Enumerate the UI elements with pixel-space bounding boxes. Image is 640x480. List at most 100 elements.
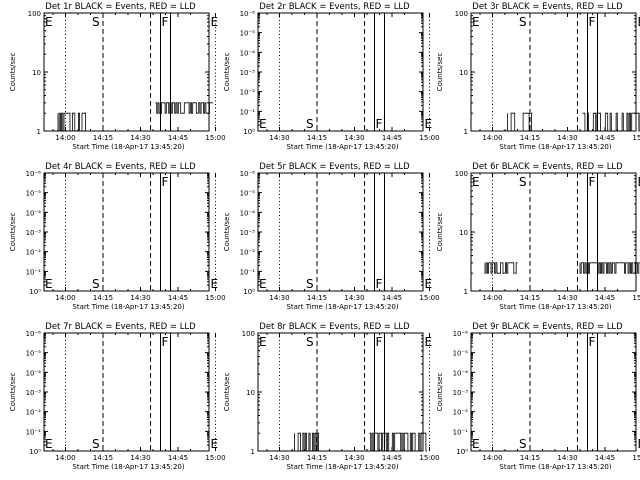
marker-letter: S	[92, 15, 100, 29]
panel-title: Det 9r BLACK = Events, RED = LLD	[472, 322, 623, 332]
x-tick-label: 14:15	[93, 134, 113, 142]
panel-det-5: Det 5r BLACK = Events, RED = LLD 10⁰ 10⁻¹ 1…	[223, 162, 440, 311]
y-tick-label: 10⁻³	[240, 229, 256, 237]
y-axis-label: Counts/sec	[9, 213, 17, 252]
y-tick-label: 10⁻⁴	[26, 209, 42, 217]
marker-letter: E	[472, 15, 480, 29]
marker-letter: S	[519, 175, 527, 189]
marker-letter: E	[472, 437, 480, 451]
plot-frame	[470, 332, 637, 452]
marker-letter: E	[425, 117, 433, 131]
marker-letter: E	[211, 15, 219, 29]
event-series-line	[294, 432, 320, 452]
y-tick-label: 10⁻⁵	[26, 350, 42, 358]
y-axis-label: Counts/sec	[9, 373, 17, 412]
event-series-line	[484, 262, 518, 274]
x-tick-label: 14:00	[55, 454, 75, 462]
x-tick-label: 14:15	[307, 294, 327, 302]
y-tick-label: 10⁻⁴	[240, 209, 256, 217]
y-tick-label: 100	[242, 330, 255, 338]
x-tick-label: 14:30	[130, 134, 150, 142]
panel-title: Det 6r BLACK = Events, RED = LLD	[472, 162, 623, 172]
x-tick-label: 14:30	[557, 454, 577, 462]
y-tick-label: 10	[246, 389, 255, 397]
y-tick-label: 10⁻¹	[26, 268, 42, 276]
y-tick-label: 10⁻⁶	[240, 10, 256, 18]
x-axis-label: Start Time (18-Apr-17 13:45:20)	[72, 303, 184, 311]
y-tick-label: 10⁻⁶	[26, 170, 42, 178]
x-tick-label: 15:00	[205, 294, 225, 302]
marker-letter: E	[211, 437, 219, 451]
y-tick-label: 1	[251, 448, 255, 456]
marker-letter: E	[45, 277, 53, 291]
x-tick-label: 14:45	[382, 454, 402, 462]
plot-frame	[43, 332, 210, 452]
y-tick-label: 10⁻³	[453, 389, 469, 397]
marker-letter: F	[376, 277, 383, 291]
x-tick-label: 14:30	[557, 294, 577, 302]
y-tick-label: 1	[464, 128, 468, 136]
y-tick-label: 10	[459, 69, 468, 77]
x-tick-label: 14:15	[520, 454, 540, 462]
event-series-line	[582, 112, 640, 132]
y-tick-label: 10⁻¹	[240, 108, 256, 116]
panel-title: Det 7r BLACK = Events, RED = LLD	[45, 322, 196, 332]
x-tick-label: 14:45	[168, 294, 188, 302]
marker-letter: E	[259, 277, 267, 291]
y-tick-label: 1	[37, 128, 41, 136]
panel-det-9: Det 9r BLACK = Events, RED = LLD 10⁰ 10⁻¹ 1…	[436, 322, 640, 471]
plot-frame	[43, 172, 210, 292]
x-axis-label: Start Time (18-Apr-17 13:45:20)	[72, 143, 184, 151]
y-tick-label: 100	[455, 10, 468, 18]
x-axis-label: Start Time (18-Apr-17 13:45:20)	[286, 143, 398, 151]
marker-letter: F	[376, 335, 383, 349]
marker-letter: F	[589, 175, 596, 189]
panel-title: Det 1r BLACK = Events, RED = LLD	[45, 2, 196, 12]
y-tick-label: 10⁻⁶	[26, 330, 42, 338]
x-tick-label: 15:00	[419, 134, 439, 142]
x-tick-label: 14:45	[595, 454, 615, 462]
y-tick-label: 10⁻⁵	[453, 350, 469, 358]
x-axis-label: Start Time (18-Apr-17 13:45:20)	[286, 463, 398, 471]
x-tick-label: 14:30	[269, 454, 289, 462]
plot-frame	[257, 172, 424, 292]
x-tick-label: 15:00	[205, 454, 225, 462]
y-tick-label: 10⁻⁴	[453, 369, 469, 377]
panel-det-7: Det 7r BLACK = Events, RED = LLD 10⁰ 10⁻¹ 1…	[9, 322, 226, 471]
marker-letter: F	[589, 335, 596, 349]
x-tick-label: 14:15	[93, 294, 113, 302]
marker-letter: F	[162, 335, 169, 349]
y-tick-label: 10⁻¹	[240, 268, 256, 276]
x-tick-label: 14:45	[168, 134, 188, 142]
marker-letter: E	[259, 335, 267, 349]
panel-title: Det 8r BLACK = Events, RED = LLD	[259, 322, 410, 332]
panel-title: Det 3r BLACK = Events, RED = LLD	[472, 2, 623, 12]
y-tick-label: 10⁻³	[26, 229, 42, 237]
marker-letter: E	[45, 437, 53, 451]
plot-frame	[257, 12, 424, 132]
x-tick-label: 15:00	[419, 454, 439, 462]
panel-det-6: Det 6r BLACK = Events, RED = LLD 1 10 100 Co…	[436, 162, 640, 311]
x-tick-label: 15:00	[205, 134, 225, 142]
event-series-line	[369, 432, 427, 452]
marker-letter: S	[519, 15, 527, 29]
x-tick-label: 14:45	[595, 294, 615, 302]
y-tick-label: 10⁻¹	[453, 428, 469, 436]
panel-title: Det 4r BLACK = Events, RED = LLD	[45, 162, 196, 172]
x-tick-label: 14:15	[307, 134, 327, 142]
marker-letter: F	[589, 15, 596, 29]
y-tick-label: 10⁻⁶	[240, 170, 256, 178]
marker-letter: F	[376, 117, 383, 131]
x-tick-label: 14:30	[130, 294, 150, 302]
x-tick-label: 14:45	[595, 134, 615, 142]
x-axis-label: Start Time (18-Apr-17 13:45:20)	[499, 303, 611, 311]
y-tick-label: 10⁻²	[240, 249, 256, 257]
x-axis-label: Start Time (18-Apr-17 13:45:20)	[499, 463, 611, 471]
marker-letter: E	[638, 175, 640, 189]
marker-letter: E	[425, 277, 433, 291]
marker-letter: E	[45, 15, 53, 29]
y-tick-label: 10⁰	[456, 448, 468, 456]
x-tick-label: 14:00	[55, 294, 75, 302]
y-tick-label: 10⁻³	[26, 389, 42, 397]
